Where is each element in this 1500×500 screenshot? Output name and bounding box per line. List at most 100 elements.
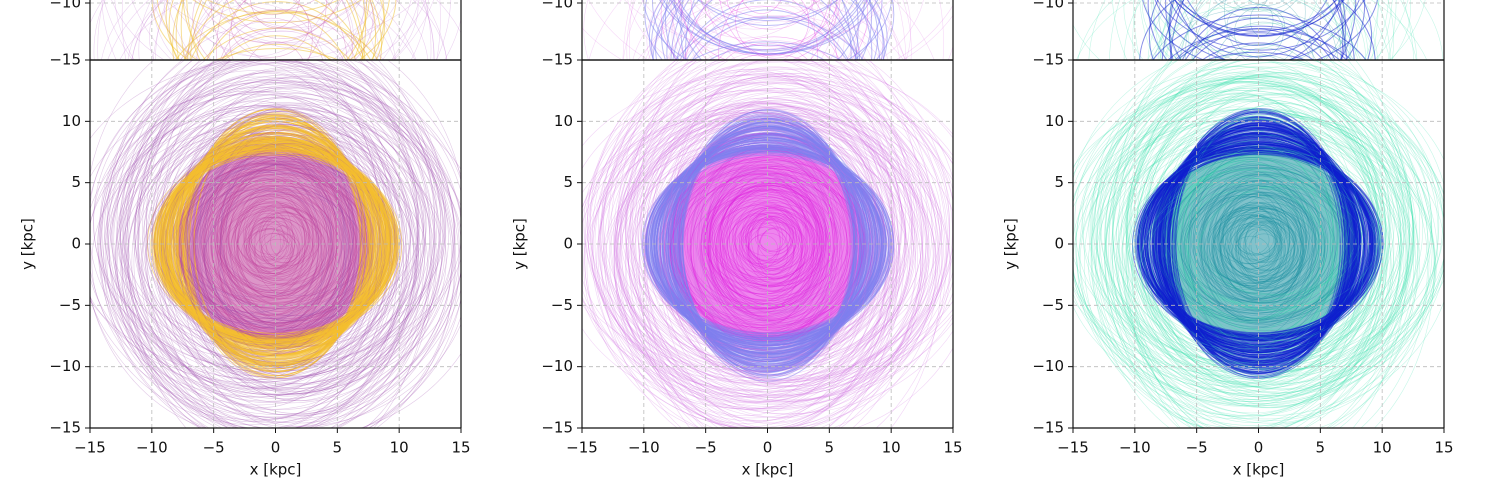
orbit (149, 0, 354, 60)
orbit (197, 177, 323, 357)
orbit (1206, 184, 1326, 313)
orbit (619, 115, 900, 385)
orbit (739, 220, 799, 275)
orbit (1112, 60, 1405, 428)
orbit (1192, 17, 1317, 60)
orbit (125, 66, 461, 428)
orbit (1121, 60, 1414, 401)
orbit (603, 67, 953, 381)
orbit (689, 20, 867, 60)
orbit (1204, 207, 1320, 294)
orbit (1212, 195, 1288, 302)
orbit (609, 122, 924, 396)
orbit (1166, 110, 1350, 375)
orbit (1174, 25, 1348, 60)
orbit (1073, 78, 1415, 401)
orbit (178, 86, 396, 380)
orbit (108, 60, 431, 423)
orbit (1227, 215, 1298, 284)
orbit (675, 176, 822, 337)
orbit (717, 36, 831, 60)
orbit (189, 1, 364, 60)
orbit (1188, 163, 1315, 322)
orbit (652, 0, 883, 60)
orbit (1214, 21, 1311, 60)
x-tick-label: 15 (451, 439, 470, 457)
orbit (138, 62, 366, 381)
orbit (711, 176, 809, 303)
orbit (1165, 0, 1357, 60)
orbit (589, 76, 953, 381)
orbit (613, 69, 953, 402)
orbit (1220, 194, 1309, 292)
x-tick-label: 10 (1373, 439, 1392, 457)
orbit (626, 60, 895, 421)
orbit (1244, 226, 1277, 255)
orbit (728, 185, 823, 292)
orbit (219, 185, 345, 312)
y-tick-label: −10 (49, 0, 81, 12)
orbit (587, 73, 937, 396)
orbit (587, 60, 953, 404)
orbit (248, 208, 289, 262)
orbit (758, 218, 791, 253)
orbit (1214, 0, 1297, 19)
orbit (681, 121, 858, 369)
orbit (723, 189, 823, 305)
orbit (1183, 146, 1349, 308)
orbit (1073, 60, 1440, 406)
orbit (1208, 204, 1302, 287)
orbit (1239, 213, 1295, 285)
orbit (1190, 185, 1313, 294)
orbit (756, 218, 787, 251)
orbit (109, 81, 461, 428)
orbit (583, 61, 953, 387)
orbit (90, 60, 438, 391)
orbit (1198, 185, 1326, 304)
orbit (759, 228, 792, 255)
orbit (1158, 0, 1345, 60)
orbit (613, 107, 898, 409)
orbit (721, 183, 829, 321)
orbit (712, 197, 812, 301)
orbit (1206, 0, 1352, 60)
orbit (673, 132, 857, 337)
orbit (715, 196, 818, 305)
orbit (243, 0, 300, 16)
orbit (179, 157, 358, 316)
orbit (97, 116, 425, 369)
orbit (266, 233, 301, 264)
x-axis-label: x [kpc] (742, 461, 794, 479)
orbit (1168, 165, 1347, 327)
orbit (221, 194, 322, 301)
x-tick-label: 5 (333, 439, 343, 457)
x-tick-label: −15 (74, 439, 106, 457)
orbit (600, 60, 905, 428)
orbit (254, 207, 314, 295)
orbit (1180, 157, 1323, 329)
orbit (230, 195, 330, 300)
y-tick-label: −10 (1032, 0, 1064, 12)
orbit (1153, 154, 1363, 319)
orbit (1177, 158, 1331, 320)
orbit (243, 212, 293, 278)
orbit (1235, 224, 1286, 273)
orbit (1156, 0, 1365, 51)
orbit (137, 60, 418, 428)
orbit (1217, 201, 1316, 279)
orbit (742, 217, 794, 257)
orbit (90, 60, 419, 428)
orbit (192, 0, 374, 60)
orbit (1233, 0, 1268, 11)
y-tick-label: −10 (49, 357, 81, 375)
orbit (220, 140, 354, 321)
orbit (228, 189, 340, 286)
orbit (738, 53, 804, 60)
orbit (1142, 106, 1335, 367)
x-tick-label: 0 (271, 439, 281, 457)
orbit (1173, 162, 1324, 324)
orbit (690, 0, 832, 57)
orbit (163, 0, 419, 60)
x-tick-label: 0 (763, 439, 773, 457)
orbit (216, 0, 353, 60)
